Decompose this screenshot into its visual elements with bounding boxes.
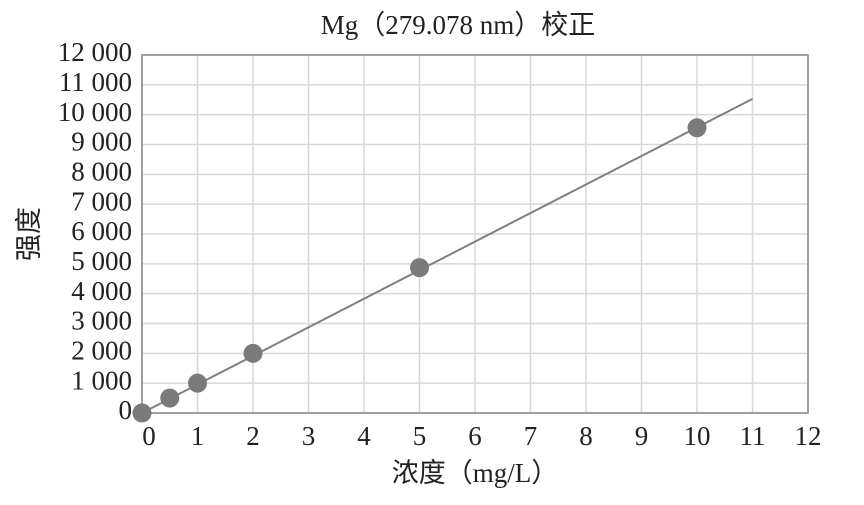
y-tick-label: 4 000 (71, 276, 132, 306)
data-point (132, 403, 152, 423)
data-point (188, 373, 207, 393)
x-tick-label: 9 (635, 421, 649, 451)
x-tick-label: 2 (246, 421, 260, 451)
chart-title: Mg（279.078 nm）校正 (321, 10, 596, 40)
x-tick-label: 4 (357, 421, 371, 451)
y-tick-label: 3 000 (71, 306, 132, 336)
x-tick-label: 1 (191, 421, 205, 451)
data-point (243, 343, 263, 363)
data-point (160, 388, 180, 408)
x-tick-label: 6 (468, 421, 482, 451)
x-axis-label: 浓度（mg/L） (392, 458, 559, 488)
data-point (410, 258, 429, 278)
x-tick-label: 5 (413, 421, 427, 451)
x-tick-label: 11 (740, 421, 766, 451)
fit-line (141, 97, 753, 414)
y-tick-label: 10 000 (58, 97, 132, 127)
x-tick-label: 3 (302, 421, 316, 451)
plot-frame (141, 54, 809, 414)
x-tick-label: 0 (142, 421, 156, 451)
y-tick-label: 12 000 (58, 37, 132, 67)
y-tick-label: 6 000 (71, 216, 132, 246)
x-tick-label: 8 (579, 421, 593, 451)
data-point (687, 118, 707, 138)
y-tick-label: 11 000 (59, 67, 132, 97)
x-tick-label: 10 (684, 421, 711, 451)
y-tick-label: 9 000 (71, 127, 132, 157)
y-tick-label: 1 000 (71, 365, 132, 395)
y-tick-label: 2 000 (71, 336, 132, 366)
y-tick-label: 0 (119, 395, 133, 425)
y-axis-label: 强度 (14, 207, 44, 261)
x-tick-label: 7 (524, 421, 538, 451)
x-tick-label: 12 (795, 421, 822, 451)
y-tick-label: 8 000 (71, 157, 132, 187)
y-tick-label: 5 000 (71, 246, 132, 276)
y-tick-label: 7 000 (71, 186, 132, 216)
